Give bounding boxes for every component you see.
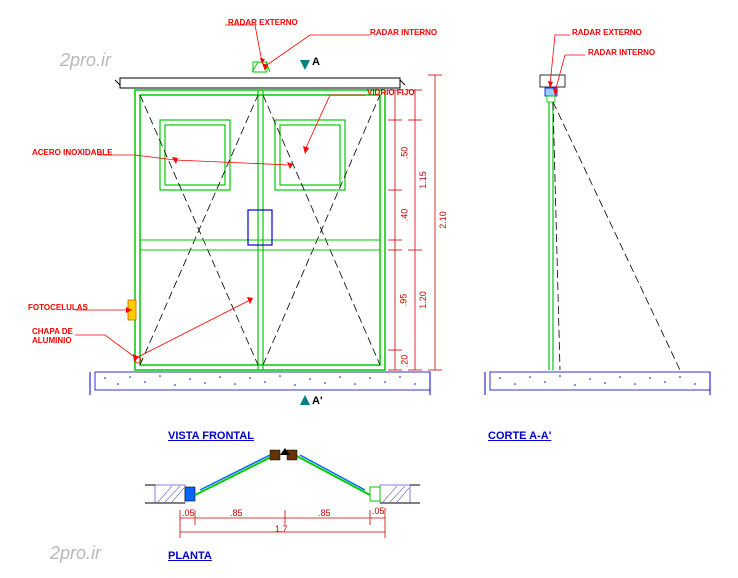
dim-p17: 1.7	[275, 524, 288, 534]
marker-aprime-text: A'	[312, 395, 323, 407]
jamb-left	[185, 487, 195, 501]
dim-120: 1.20	[418, 291, 428, 309]
section-view-group	[485, 35, 710, 395]
section-marker-a	[300, 60, 310, 70]
front-view-group	[75, 25, 442, 405]
label-chapa2: ALUMINIO	[32, 336, 72, 345]
ground-section	[490, 372, 710, 390]
ground-front	[95, 372, 430, 390]
label-chapa1: CHAPA DE	[32, 327, 73, 336]
label-vidrio-fijo: VIDRIO FIJO	[367, 88, 415, 97]
dim-115: 1.15	[418, 171, 428, 189]
marker-a-text: A	[312, 56, 320, 68]
dim-210: 2.10	[438, 211, 448, 229]
dim-p05l: .05	[182, 508, 195, 518]
drawing-canvas	[0, 0, 738, 578]
leader-chapa	[75, 335, 136, 358]
section-marker-aprime	[300, 395, 310, 405]
label-acero: ACERO INOXIDABLE	[32, 148, 112, 157]
dim-95: .95	[398, 294, 408, 307]
dim-p85r: .85	[318, 508, 331, 518]
title-corte: CORTE A-A'	[488, 430, 551, 442]
title-vista-frontal: VISTA FRONTAL	[168, 430, 254, 442]
leader-radar-ext	[225, 25, 262, 62]
door-leaf-right-plan	[295, 455, 370, 495]
glass-left	[160, 120, 230, 190]
label-radar-interno: RADAR INTERNO	[370, 28, 437, 37]
door-leaf-left-plan	[195, 455, 275, 495]
label-sec-radar-ext: RADAR EXTERNO	[572, 28, 642, 37]
dim-50: .50	[399, 147, 409, 160]
leader-sec-int	[555, 55, 585, 92]
watermark-1: 2pro.ir	[60, 50, 111, 71]
title-planta: PLANTA	[168, 550, 212, 562]
glass-right	[275, 120, 345, 190]
dim-40: .40	[399, 209, 409, 222]
watermark-2: 2pro.ir	[50, 543, 101, 564]
label-fotocelulas: FOTOCELULAS	[28, 303, 88, 312]
door-frame-outer	[135, 90, 385, 370]
label-radar-externo: RADAR EXTERNO	[228, 18, 298, 27]
dim-p05r: .05	[372, 506, 385, 516]
label-sec-radar-int: RADAR INTERNO	[588, 48, 655, 57]
dim-20: .20	[399, 355, 409, 368]
leader-sec-ext	[550, 35, 570, 85]
dim-p85l: .85	[230, 508, 243, 518]
leader-vidrio	[305, 95, 365, 150]
dims-front	[388, 75, 442, 370]
